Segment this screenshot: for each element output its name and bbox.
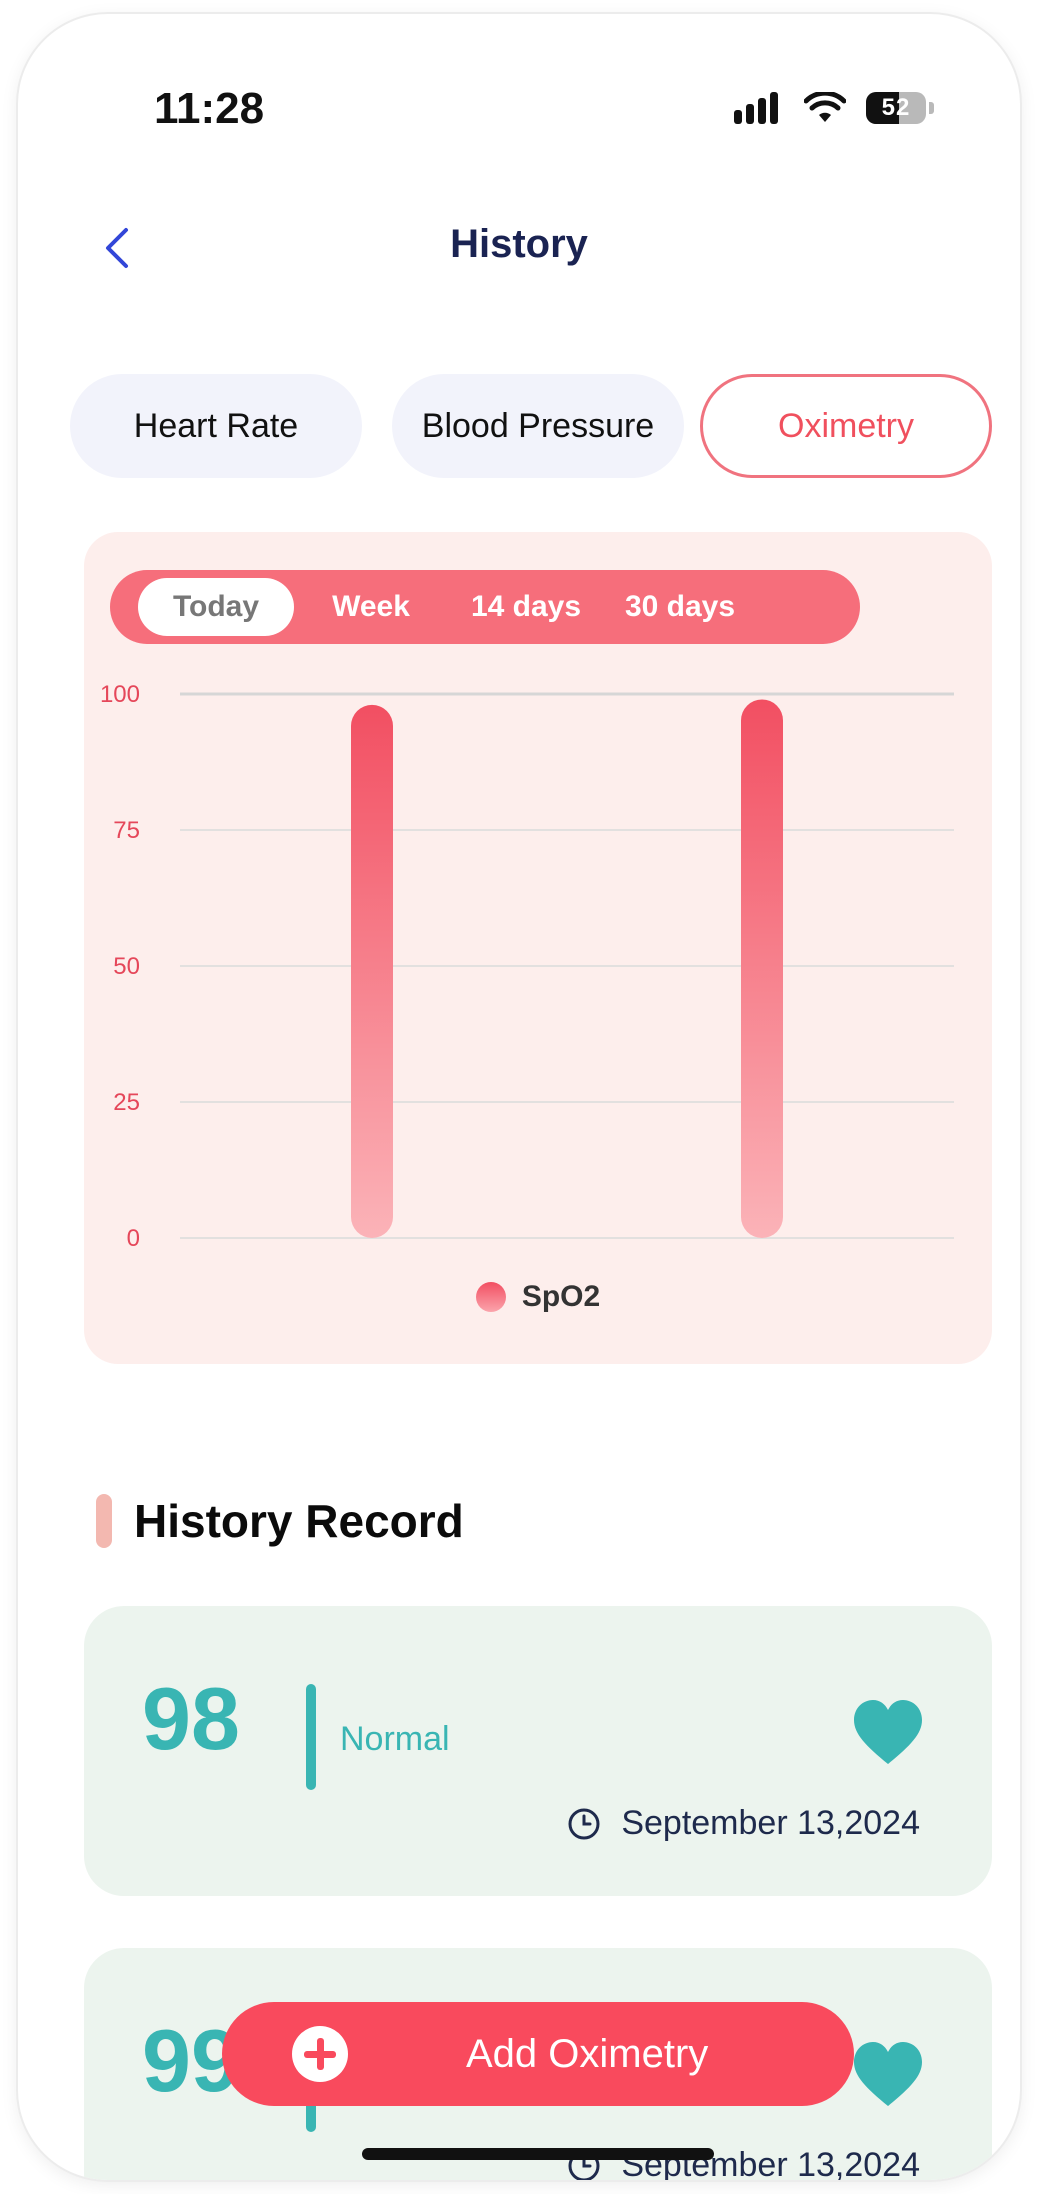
- record-value: 98: [142, 1669, 240, 1768]
- status-icons: 52: [734, 92, 934, 124]
- add-oximetry-button[interactable]: Add Oximetry: [222, 2002, 854, 2106]
- spo2-bar[interactable]: [741, 699, 783, 1238]
- add-oximetry-label: Add Oximetry: [466, 2031, 709, 2076]
- legend-dot-icon: [475, 1282, 506, 1312]
- y-tick-label: 100: [100, 681, 140, 708]
- record-divider: [306, 1684, 316, 1790]
- history-section-title: History Record: [134, 1495, 464, 1547]
- y-tick-label: 75: [113, 817, 140, 844]
- spo2-chart: 0 25 50 75 100: [100, 681, 954, 1252]
- range-14-days[interactable]: 14 days: [470, 590, 582, 623]
- range-week[interactable]: Week: [332, 590, 410, 623]
- heart-icon: [854, 1700, 922, 1764]
- chart-legend: SpO2: [84, 1280, 992, 1314]
- time-range-selector: Today Week 14 days 30 days: [110, 570, 860, 644]
- home-indicator: [362, 2148, 714, 2160]
- metric-tabs: Heart Rate Blood Pressure Oximetry: [70, 374, 992, 478]
- y-tick-label: 25: [113, 1089, 140, 1116]
- heart-icon: [854, 2042, 922, 2106]
- history-section-header: History Record: [96, 1494, 464, 1548]
- tab-oximetry[interactable]: Oximetry: [700, 374, 992, 478]
- legend-label: SpO2: [521, 1280, 601, 1313]
- section-accent-bar: [96, 1494, 112, 1548]
- status-time: 11:28: [154, 84, 265, 133]
- phone-frame: 11:28 52 History Heart Rate Blood Pressu…: [18, 14, 1020, 2180]
- clock-icon: [568, 1808, 600, 1839]
- y-tick-label: 50: [113, 953, 140, 980]
- battery-icon: 52: [866, 92, 926, 124]
- record-date-text: September 13,2024: [621, 1804, 920, 1842]
- spo2-bar[interactable]: [351, 704, 393, 1238]
- tab-blood-pressure[interactable]: Blood Pressure: [392, 374, 684, 478]
- page-title: History: [450, 222, 588, 266]
- chart-card: Today Week 14 days 30 days 0 25 50 75 100 Sp…: [84, 532, 992, 1364]
- range-30-days[interactable]: 30 days: [624, 590, 736, 623]
- range-today[interactable]: Today: [138, 578, 294, 636]
- record-date: September 13,2024: [567, 1804, 920, 1843]
- y-tick-label: 0: [127, 1225, 140, 1252]
- signal-icon: [734, 92, 778, 124]
- back-chevron-icon[interactable]: [98, 224, 138, 272]
- wifi-icon: [804, 92, 846, 122]
- plus-circle-icon: [292, 2026, 348, 2082]
- history-record-card[interactable]: 98 Normal September 13,2024: [84, 1606, 992, 1896]
- battery-level: 52: [881, 94, 911, 121]
- tab-heart-rate[interactable]: Heart Rate: [70, 374, 362, 478]
- record-status: Normal: [340, 1720, 450, 1758]
